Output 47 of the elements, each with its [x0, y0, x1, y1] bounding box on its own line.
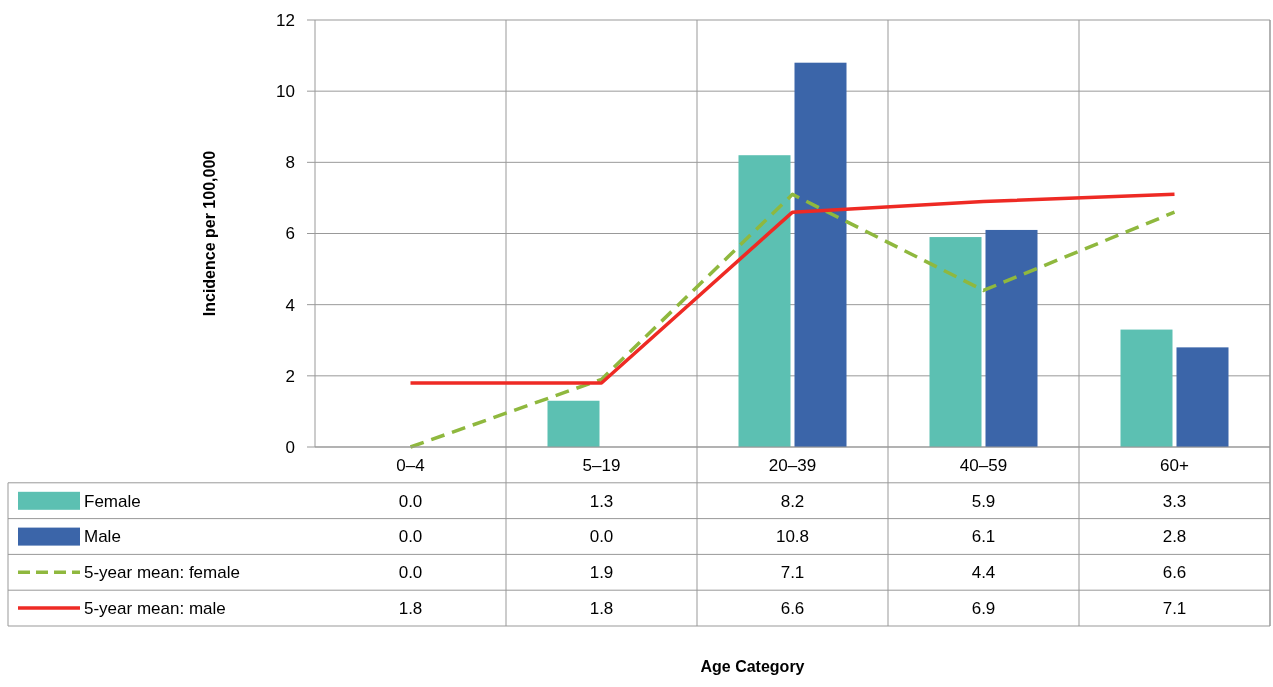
y-tick-label: 2 [285, 366, 295, 386]
x-tick-label: 5–19 [582, 455, 621, 475]
data-label: 6.9 [971, 599, 996, 619]
data-label: 1.8 [589, 599, 614, 619]
bar [985, 229, 1038, 447]
x-tick-label: 60+ [1160, 455, 1189, 475]
y-tick-label: 0 [285, 437, 295, 457]
y-tick-label: 12 [276, 10, 295, 30]
text: Age Category [700, 658, 805, 675]
data-label: 1.8 [398, 599, 423, 619]
legend-label: 5-year mean: male [84, 599, 226, 619]
bar [1176, 347, 1229, 447]
data-label: 5.9 [971, 491, 996, 511]
legend-label: Male [84, 527, 121, 547]
data-label: 8.2 [780, 491, 805, 511]
y-tick-label: 8 [285, 153, 295, 173]
data-label: 7.1 [1162, 599, 1187, 619]
y-axis-title: Incidence per 100,000 [201, 150, 218, 317]
bar [794, 62, 847, 447]
bar [1120, 329, 1173, 447]
data-label: 4.4 [971, 563, 996, 583]
data-label: 1.9 [589, 563, 614, 583]
data-label: 0.0 [398, 491, 423, 511]
data-label: 0.0 [398, 563, 423, 583]
x-tick-label: 40–59 [959, 455, 1008, 475]
line-series [408, 192, 1177, 385]
y-tick-label: 4 [285, 295, 295, 315]
legend-label: 5-year mean: female [84, 563, 240, 583]
data-label: 6.1 [971, 527, 996, 547]
x-tick-label: 0–4 [396, 455, 425, 475]
data-label: 0.0 [589, 527, 614, 547]
x-tick-label: 20–39 [768, 455, 817, 475]
bar [929, 237, 982, 447]
data-label: 1.3 [589, 491, 614, 511]
data-label: 10.8 [775, 527, 810, 547]
data-label: 6.6 [780, 599, 805, 619]
data-label: 2.8 [1162, 527, 1187, 547]
legend-label: Female [84, 491, 141, 511]
data-label: 0.0 [398, 527, 423, 547]
data-label: 3.3 [1162, 491, 1187, 511]
y-tick-label: 10 [276, 82, 295, 102]
bar [547, 400, 600, 447]
data-label: 6.6 [1162, 563, 1187, 583]
y-tick-label: 6 [285, 224, 295, 244]
bar [738, 155, 791, 447]
data-label: 7.1 [780, 563, 805, 583]
line-series [408, 192, 1177, 449]
